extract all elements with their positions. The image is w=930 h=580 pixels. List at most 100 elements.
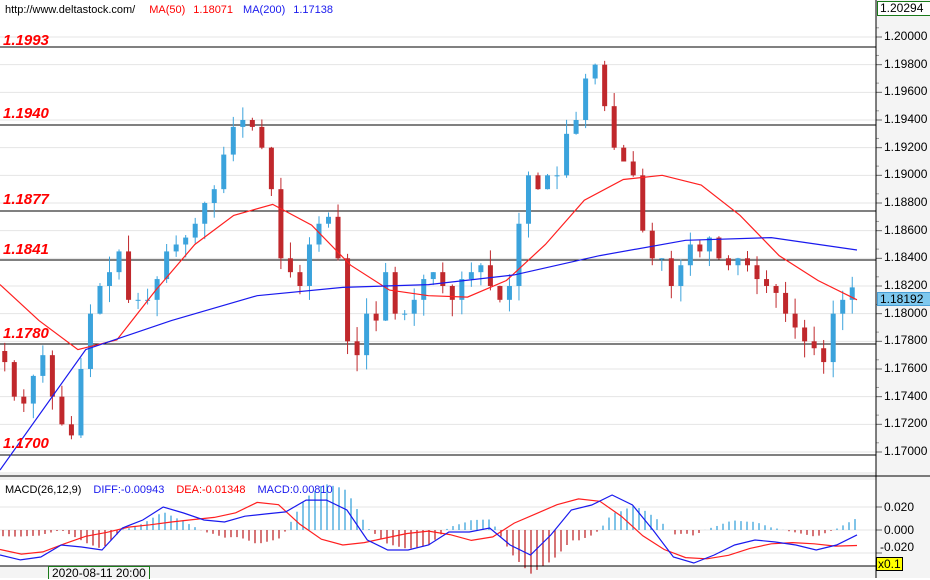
candle-body bbox=[678, 265, 684, 286]
price-tick-label: 1.19000 bbox=[884, 167, 928, 182]
candle-body bbox=[383, 272, 389, 321]
macd-tick: 0.000 bbox=[884, 523, 915, 537]
candle-body bbox=[173, 244, 179, 252]
candle-body bbox=[783, 292, 789, 314]
macd-tick: 0.020 bbox=[884, 500, 915, 514]
candle-body bbox=[497, 285, 503, 300]
candle-body bbox=[811, 341, 817, 349]
candle-body bbox=[735, 258, 741, 266]
site-url[interactable]: http://www.deltastock.com/ bbox=[5, 4, 136, 16]
price-tick-label: 1.17400 bbox=[884, 388, 928, 403]
price-tick-label: 1.18400 bbox=[884, 250, 928, 265]
macd-header: MACD(26,12,9) DIFF:-0.00943 DEA:-0.01348… bbox=[5, 484, 333, 496]
ma200-value: 1.17138 bbox=[293, 4, 333, 16]
ma50-line bbox=[0, 174, 858, 351]
candle-body bbox=[487, 265, 493, 286]
candle-body bbox=[192, 223, 198, 238]
candle-body bbox=[554, 175, 560, 177]
candle-body bbox=[611, 106, 617, 148]
candle-body bbox=[354, 341, 360, 356]
candle-body bbox=[573, 119, 579, 134]
candle-body bbox=[345, 258, 351, 342]
macd-label: MACD(26,12,9) bbox=[5, 484, 82, 496]
price-tick-label: 1.20000 bbox=[884, 29, 928, 43]
price-tick-label: 1.19200 bbox=[884, 139, 928, 154]
macd-scale-badge[interactable]: x0.1 bbox=[876, 557, 903, 571]
candle-body bbox=[306, 244, 312, 286]
candle-body bbox=[583, 78, 589, 120]
candle-body bbox=[211, 189, 217, 203]
candle-body bbox=[30, 375, 36, 404]
time-cursor-label: 2020-08-11 20:00 bbox=[48, 566, 150, 579]
level-label: 1.1841 bbox=[3, 241, 49, 258]
candle-body bbox=[592, 64, 598, 79]
current-price-label: 1.18192 bbox=[877, 292, 930, 306]
candle-body bbox=[792, 313, 798, 328]
candle-body bbox=[221, 154, 227, 190]
candle-body bbox=[459, 279, 465, 300]
candle-body bbox=[478, 265, 484, 273]
level-label: 1.1877 bbox=[3, 191, 49, 208]
candle-body bbox=[430, 272, 436, 280]
candle-body bbox=[21, 396, 27, 404]
candle-body bbox=[259, 126, 265, 148]
level-label: 1.1993 bbox=[3, 32, 49, 49]
candle-body bbox=[183, 237, 189, 245]
candle-body bbox=[802, 327, 808, 342]
time-axis bbox=[0, 566, 876, 578]
candle-body bbox=[506, 285, 512, 300]
candle-body bbox=[773, 285, 779, 293]
diff-line bbox=[0, 494, 858, 564]
candle-body bbox=[545, 175, 551, 190]
candle-body bbox=[164, 251, 170, 280]
candle-body bbox=[744, 258, 750, 266]
candle-body bbox=[849, 287, 855, 300]
ma50-label: MA(50) bbox=[149, 4, 186, 16]
candle-body bbox=[278, 189, 284, 259]
price-tick-label: 1.19400 bbox=[884, 111, 928, 126]
candle-body bbox=[668, 258, 674, 286]
candle-body bbox=[68, 424, 74, 436]
candle-body bbox=[754, 265, 760, 280]
candle-body bbox=[392, 272, 398, 314]
ma200-label: MA(200) bbox=[243, 4, 286, 16]
candle-body bbox=[373, 313, 379, 321]
candle-body bbox=[564, 133, 570, 176]
price-tick-label: 1.19600 bbox=[884, 84, 928, 99]
candle-body bbox=[107, 272, 113, 286]
candle-body bbox=[402, 313, 408, 315]
candle-body bbox=[364, 313, 370, 356]
candle-body bbox=[725, 258, 731, 266]
candle-body bbox=[640, 175, 646, 231]
candle-body bbox=[326, 216, 332, 224]
price-tick-label: 1.18600 bbox=[884, 222, 928, 237]
dea-line bbox=[0, 498, 858, 560]
candle-body bbox=[335, 216, 341, 259]
candle-body bbox=[830, 313, 836, 363]
candle-body bbox=[706, 237, 712, 252]
candle-body bbox=[59, 396, 65, 425]
candle-body bbox=[78, 368, 84, 436]
macd-value: MACD:0.00810 bbox=[257, 484, 333, 496]
macd-tick: -0.020 bbox=[880, 540, 915, 554]
level-label: 1.1940 bbox=[3, 105, 49, 122]
candle-body bbox=[840, 299, 846, 314]
candle-body bbox=[40, 355, 46, 376]
candle-body bbox=[2, 351, 8, 363]
price-tick-label: 1.17600 bbox=[884, 360, 928, 375]
candle-body bbox=[297, 272, 303, 286]
candle-body bbox=[230, 126, 236, 155]
price-tick-label: 1.18800 bbox=[884, 194, 928, 209]
price-tick-label: 1.17800 bbox=[884, 333, 928, 348]
candle-body bbox=[630, 161, 636, 176]
ma200-line bbox=[0, 236, 858, 471]
candle-body bbox=[240, 119, 246, 127]
macd-diff: DIFF:-0.00943 bbox=[93, 484, 165, 496]
chart-header: http://www.deltastock.com/ MA(50) 1.1807… bbox=[5, 4, 333, 16]
candle-body bbox=[11, 362, 17, 397]
candle-body bbox=[440, 272, 446, 286]
candle-body bbox=[97, 285, 103, 314]
level-label: 1.1780 bbox=[3, 325, 49, 342]
candle-body bbox=[468, 272, 474, 280]
